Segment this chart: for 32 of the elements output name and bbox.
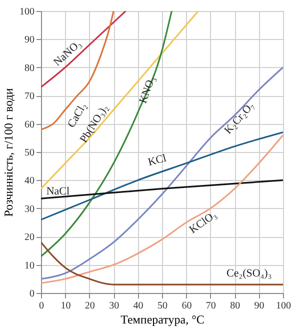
line-series: [41, 11, 126, 88]
x-tick-label: 10: [60, 300, 71, 312]
line-series: [41, 241, 283, 286]
x-tick-label: 90: [254, 300, 264, 312]
series-label: Ce₂(SO₄)₃: [226, 267, 272, 280]
y-tick-label: 40: [24, 176, 34, 187]
x-tick-label: 30: [109, 300, 120, 312]
y-axis-title: Розчинність, г/100 г води: [2, 88, 16, 217]
y-tick-label: 30: [24, 204, 34, 215]
x-tick-label: 70: [206, 300, 216, 312]
y-tick-label: 90: [24, 34, 34, 46]
y-tick-label: 100: [20, 6, 34, 18]
y-tick-label: 70: [24, 91, 34, 102]
y-tick-label: 50: [24, 148, 34, 158]
x-tick-label: 0: [39, 300, 44, 312]
x-tick-label: 20: [84, 300, 95, 312]
text: KCl: [146, 152, 168, 169]
y-tick-label: 60: [24, 119, 34, 130]
y-tick-label: 10: [24, 260, 34, 272]
line-series: [41, 11, 172, 258]
x-tick-label: 100: [276, 300, 291, 312]
series-label: NaCl: [46, 185, 70, 198]
x-axis-title: Температура, °C: [120, 312, 204, 326]
text: KNO₃: [137, 74, 158, 106]
y-tick-label: 0: [30, 288, 34, 300]
y-tick-label: 20: [24, 232, 34, 244]
x-tick-label: 80: [230, 300, 240, 312]
line-series: [41, 66, 283, 280]
x-tick-label: 50: [158, 300, 168, 312]
y-tick-label: 80: [24, 62, 34, 74]
x-tick-label: 40: [133, 300, 144, 312]
x-tick-label: 60: [182, 300, 192, 312]
